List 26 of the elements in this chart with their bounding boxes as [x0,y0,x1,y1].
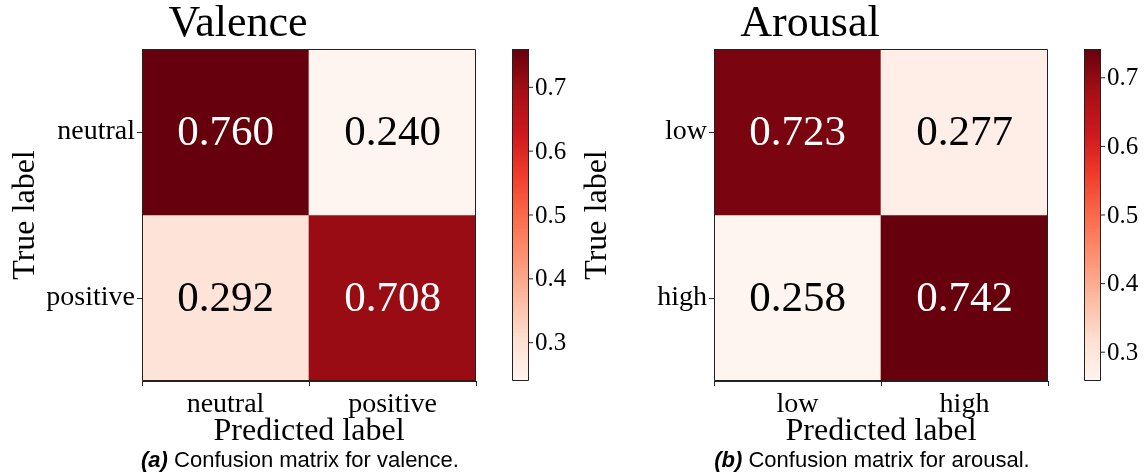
data-label: 0.292 [177,273,274,321]
data-label: 0.277 [916,107,1013,155]
color-bar-label: 0.7 [1107,63,1139,91]
x-tick-label: low [776,387,820,419]
color-bar-label: 0.3 [1107,337,1139,365]
data-label: 0.258 [749,273,846,321]
color-bar-label: 0.6 [535,136,567,164]
color-bar-label: 0.5 [535,200,567,228]
data-label: 0.240 [344,107,441,155]
data-label: 0.708 [344,273,441,321]
text: (a) Confusion matrix for valence. [141,447,459,472]
color-bar-label: 0.7 [535,72,567,100]
chart-title: Arousal [740,0,880,46]
y-axis-title: True label [5,150,42,280]
color-bar-label: 0.4 [1107,269,1139,297]
x-tick-label: neutral [186,387,265,419]
data-label: 0.742 [916,273,1013,321]
color-bar-label: 0.5 [1107,200,1139,228]
data-label: 0.723 [749,107,846,155]
text: (b) Confusion matrix for arousal. [714,447,1030,472]
data-label: 0.760 [177,107,274,155]
color-bar-label: 0.6 [1107,131,1139,159]
color-bar-label: 0.4 [535,264,567,292]
y-axis-title: True label [577,150,614,280]
color-bar-label: 0.3 [535,328,567,356]
chart-title: Valence [168,0,308,46]
